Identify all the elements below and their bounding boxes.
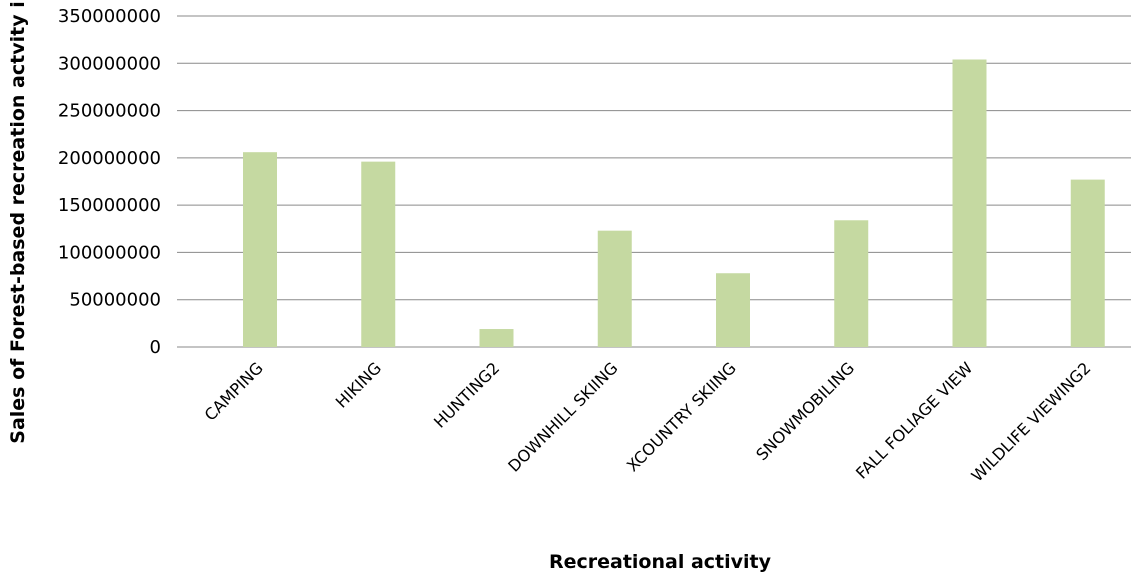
x-tick-label: FALL FOLIAGE VIEW bbox=[852, 358, 976, 482]
x-tick-label: HUNTING2 bbox=[430, 358, 503, 431]
x-axis-title: Recreational activity bbox=[549, 551, 772, 573]
bar-snowmobiling bbox=[834, 220, 869, 347]
y-tick-label: 300000000 bbox=[58, 53, 161, 74]
x-tick-label: SNOWMOBILING bbox=[752, 358, 858, 464]
y-tick-label: 50000000 bbox=[69, 290, 161, 311]
y-axis-title: Sales of Forest-based recreation actvity… bbox=[7, 0, 29, 444]
bar-downhill-skiing bbox=[597, 230, 632, 347]
y-tick-labels: 0 50000000 100000000 150000000 200000000 2500… bbox=[58, 6, 161, 358]
gridlines bbox=[177, 15, 1131, 348]
x-tick-label: CAMPING bbox=[201, 358, 267, 424]
x-tick-label: HIKING bbox=[332, 358, 385, 411]
x-tick-label: WILDLIFE VIEWING2 bbox=[968, 358, 1095, 485]
y-tick-label: 350000000 bbox=[58, 6, 161, 27]
y-tick-label: 100000000 bbox=[58, 242, 161, 263]
bar-wildlife-viewing2 bbox=[1070, 179, 1105, 347]
bars bbox=[243, 59, 1105, 347]
y-tick-label: 200000000 bbox=[58, 148, 161, 169]
bar-xcountry-skiing bbox=[716, 273, 750, 347]
y-tick-label: 250000000 bbox=[58, 101, 161, 122]
bar-fall-foliage-view bbox=[952, 59, 987, 347]
bar-hunting2 bbox=[479, 329, 514, 347]
x-tick-label: DOWNHILL SKIING bbox=[504, 358, 621, 475]
y-tick-label: 0 bbox=[150, 337, 161, 358]
x-tick-labels: CAMPING HIKING HUNTING2 DOWNHILL SKIING XCOU… bbox=[201, 358, 1095, 485]
x-tick-label: XCOUNTRY SKIING bbox=[623, 358, 740, 475]
bar-camping bbox=[243, 152, 277, 347]
bar-hiking bbox=[361, 161, 396, 347]
y-tick-label: 150000000 bbox=[58, 195, 161, 216]
